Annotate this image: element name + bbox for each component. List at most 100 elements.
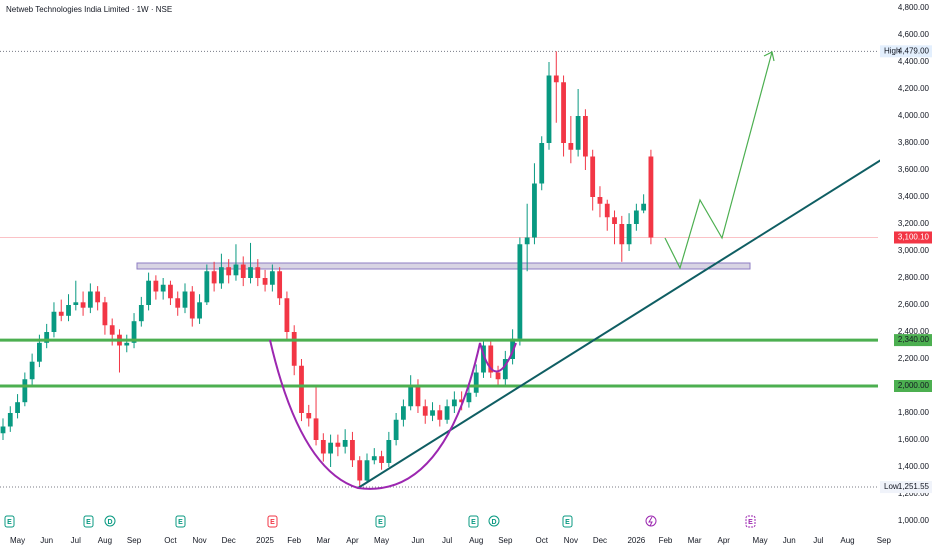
- candle-body: [459, 399, 465, 403]
- candle-body: [58, 311, 64, 316]
- candle-body: [437, 410, 443, 420]
- x-tick-label: Apr: [346, 536, 359, 545]
- candle-body: [284, 298, 290, 332]
- candle-body: [153, 280, 159, 292]
- price-axis-bg: [880, 0, 932, 550]
- event: E: [267, 515, 278, 528]
- y-tick-label: 4,000.00: [898, 111, 930, 120]
- candle-body: [306, 413, 312, 419]
- event-label: E: [270, 519, 275, 526]
- candle-body: [87, 291, 93, 308]
- candle-body: [269, 271, 275, 285]
- candle-body: [51, 311, 57, 332]
- candle-body: [277, 271, 283, 299]
- candle-body: [15, 402, 20, 413]
- candle-body: [80, 302, 86, 308]
- candle-body: [335, 442, 341, 447]
- event-label: E: [86, 519, 91, 526]
- event: E: [562, 515, 573, 528]
- candle-body: [73, 302, 79, 305]
- candle-body: [648, 156, 654, 238]
- extreme-label: 4,479.00: [898, 46, 930, 55]
- candle-body: [466, 392, 472, 403]
- y-tick-label: 4,200.00: [898, 84, 930, 93]
- level-label: 2,000.00: [898, 381, 930, 390]
- events: E E D E E E E D E E: [4, 515, 756, 528]
- candle-body: [124, 342, 130, 346]
- y-tick-label: 2,800.00: [898, 273, 930, 282]
- x-tick-label: Jul: [71, 536, 81, 545]
- x-tick-label: Feb: [287, 536, 301, 545]
- candle-body: [7, 413, 13, 427]
- candle-body: [641, 203, 647, 211]
- event: E: [375, 515, 386, 528]
- x-tick-label: Aug: [469, 536, 483, 545]
- candle-body: [583, 116, 588, 157]
- candle-body: [233, 264, 239, 276]
- x-tick-label: Sep: [498, 536, 513, 545]
- extreme-name: Low: [884, 482, 899, 491]
- y-tick-label: 1,000.00: [898, 516, 930, 525]
- candle-body: [386, 440, 392, 463]
- candle-body: [102, 302, 108, 326]
- x-tick-label: 2025: [256, 536, 274, 545]
- event: E: [83, 515, 94, 528]
- candle-body: [211, 271, 217, 284]
- candle-body: [226, 267, 232, 276]
- candle-body: [182, 291, 188, 308]
- candle-body: [175, 298, 181, 308]
- event: E: [4, 515, 15, 528]
- candle-body: [422, 406, 428, 416]
- candle-body: [313, 418, 319, 440]
- x-tick-label: Jul: [442, 536, 452, 545]
- y-tick-label: 2,400.00: [898, 327, 930, 336]
- trend-line: [357, 127, 932, 489]
- x-tick-label: May: [374, 536, 389, 545]
- candle-body: [66, 305, 71, 316]
- x-tick-label: Mar: [316, 536, 330, 545]
- candle-body: [342, 440, 348, 447]
- candle-body: [546, 75, 552, 143]
- candle-body: [408, 386, 414, 407]
- x-tick-label: Nov: [192, 536, 206, 545]
- event: E: [175, 515, 186, 528]
- candle-body: [29, 361, 35, 380]
- candle-body: [553, 75, 559, 83]
- y-tick-label: 1,800.00: [898, 408, 930, 417]
- x-tick-label: Dec: [593, 536, 607, 545]
- axes: 1,000.00 1,200.00 1,400.00 1,600.00 1,800.00…: [10, 0, 932, 550]
- x-tick-label: Oct: [164, 536, 177, 545]
- candle-body: [561, 82, 566, 143]
- candle-body: [350, 440, 355, 461]
- candle-body: [160, 284, 166, 292]
- x-tick-label: Mar: [688, 536, 702, 545]
- y-tick-label: 3,800.00: [898, 138, 930, 147]
- event: D: [488, 515, 500, 527]
- last-price-label: 3,100.10: [898, 233, 930, 242]
- event-label: E: [378, 519, 383, 526]
- candle-body: [401, 406, 406, 420]
- candle-body: [473, 372, 479, 393]
- y-tick-label: 3,000.00: [898, 246, 930, 255]
- x-tick-label: Jul: [813, 536, 823, 545]
- candle-body: [481, 345, 486, 373]
- cup-handle: [269, 339, 517, 490]
- candle-body: [517, 244, 523, 339]
- x-tick-label: Apr: [717, 536, 730, 545]
- candle-body: [568, 143, 574, 150]
- candle-body: [146, 280, 151, 305]
- drawings: [269, 51, 932, 490]
- candle-body: [364, 460, 370, 481]
- zone-box: [136, 262, 751, 270]
- level-box: [894, 380, 932, 392]
- x-tick-label: Aug: [98, 536, 112, 545]
- event-label: E: [471, 519, 476, 526]
- x-tick-label: May: [10, 536, 25, 545]
- event-label: E: [565, 519, 570, 526]
- x-tick-label: 2026: [627, 536, 645, 545]
- last-price-box: [894, 231, 932, 244]
- candle-body: [262, 278, 268, 285]
- candle-body: [488, 345, 494, 373]
- x-tick-label: May: [753, 536, 768, 545]
